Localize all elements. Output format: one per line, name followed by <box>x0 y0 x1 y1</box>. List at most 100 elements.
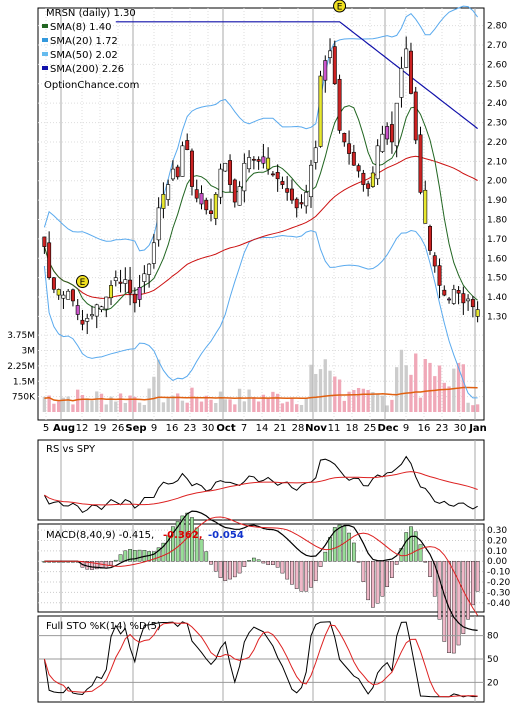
rs-line <box>43 455 478 514</box>
volume-bar <box>333 376 337 412</box>
candle-body <box>80 319 85 325</box>
candle-body <box>323 60 328 81</box>
candle-body <box>275 172 280 180</box>
candle-body <box>47 242 52 278</box>
macd-histogram-bar <box>366 561 370 601</box>
candle-body <box>299 202 304 205</box>
macd-histogram-bar <box>380 561 385 597</box>
price-tick-label: 1.90 <box>487 196 507 206</box>
legend-item-label: SMA(8) 1.40 <box>50 22 111 33</box>
volume-average-line <box>44 386 478 402</box>
candle-body <box>380 133 385 152</box>
sma200-line <box>115 21 478 130</box>
date-axis-label: 25 <box>364 423 377 434</box>
macd-histogram-bar <box>475 561 480 592</box>
candle-body <box>99 306 104 310</box>
candle-body <box>399 67 404 98</box>
macd-histogram-bar <box>442 561 447 642</box>
macd-histogram-bar <box>180 515 185 562</box>
date-axis-label: Nov <box>305 423 327 434</box>
macd-histogram-bar <box>356 561 361 563</box>
volume-bar <box>204 395 208 412</box>
macd-histogram-bar <box>156 547 161 562</box>
date-axis-label: 12 <box>76 423 89 434</box>
date-axis-label: 28 <box>292 423 305 434</box>
candle-body <box>389 124 394 143</box>
candle-body <box>456 290 461 294</box>
volume-bar <box>437 365 442 412</box>
date-axis-label: 9 <box>151 423 157 434</box>
volume-bar <box>171 395 175 412</box>
date-axis-label: Oct <box>216 423 235 434</box>
volume-bar <box>42 396 47 412</box>
candle-body <box>332 46 337 85</box>
volume-bar <box>199 401 204 412</box>
macd-histogram-bar <box>199 539 204 562</box>
date-axis-label: 23 <box>184 423 197 434</box>
macd-panel-frame <box>37 523 485 613</box>
volume-bar <box>318 369 323 412</box>
macd-histogram-bar <box>94 561 99 570</box>
sto-tick-label: 20 <box>487 678 499 688</box>
volume-bar <box>299 404 304 412</box>
macd-histogram-bar <box>251 557 256 562</box>
volume-bar <box>442 382 446 412</box>
candle-body <box>204 199 209 211</box>
macd-histogram-bar <box>413 531 418 562</box>
candle-body <box>404 48 409 68</box>
volume-bar <box>114 401 118 412</box>
candle-body <box>199 193 204 205</box>
price-tick-label: 1.50 <box>487 274 507 284</box>
candle-body <box>137 287 142 300</box>
candle-body <box>470 299 475 308</box>
candle-body <box>142 273 147 282</box>
candle-body <box>85 318 90 322</box>
candle-body <box>166 184 171 200</box>
macd-histogram-bar <box>223 561 228 581</box>
volume-bar <box>337 379 342 412</box>
candle-body <box>242 162 247 192</box>
macd-label: MACD(8,40,9) -0.415, <box>46 530 154 541</box>
macd-histogram-bar <box>290 561 294 585</box>
macd-histogram-bar <box>90 561 94 570</box>
volume-bar <box>266 398 270 412</box>
macd-tick-label: -0.30 <box>487 588 511 598</box>
date-axis-label: 14 <box>256 423 269 434</box>
sto-tick-label: 80 <box>487 632 499 642</box>
macd-tick-label: 0.00 <box>487 557 507 567</box>
volume-bar <box>56 401 61 412</box>
volume-bar <box>104 404 108 412</box>
candle-body <box>418 134 423 193</box>
sto-d-line <box>43 622 478 698</box>
volume-bar <box>195 397 199 412</box>
date-axis-label: 30 <box>454 423 467 434</box>
volume-bar <box>399 349 404 412</box>
volume-bar <box>252 397 256 412</box>
price-tick-label: 2.70 <box>487 41 507 51</box>
price-tick-label: 1.80 <box>487 215 507 225</box>
macd-histogram-bar <box>285 561 290 580</box>
volume-bar <box>271 391 275 412</box>
candle-body <box>213 193 218 219</box>
macd-hist-value: -0.054 <box>208 530 244 541</box>
volume-bar <box>190 387 194 412</box>
macd-histogram-bar <box>232 561 237 578</box>
volume-bar <box>395 367 399 412</box>
price-tick-label: 1.70 <box>487 235 507 245</box>
macd-histogram-bar <box>280 561 285 574</box>
date-axis-label: Sep <box>125 423 146 434</box>
legend-item-label: SMA(200) 2.26 <box>50 64 124 75</box>
price-tick-label: 2.80 <box>487 22 507 32</box>
candle-body <box>342 133 347 143</box>
volume-bar <box>47 395 51 412</box>
volume-bar <box>295 404 299 412</box>
volume-bar <box>447 386 451 412</box>
volume-bar <box>323 359 327 412</box>
volume-bar <box>404 365 408 412</box>
macd-histogram-bar <box>204 551 209 562</box>
rs-panel-frame <box>37 439 485 521</box>
volume-bar <box>256 401 261 412</box>
candle-body <box>375 145 380 180</box>
volume-bar <box>247 389 251 412</box>
legend-item-label: SMA(50) 2.02 <box>50 50 118 61</box>
